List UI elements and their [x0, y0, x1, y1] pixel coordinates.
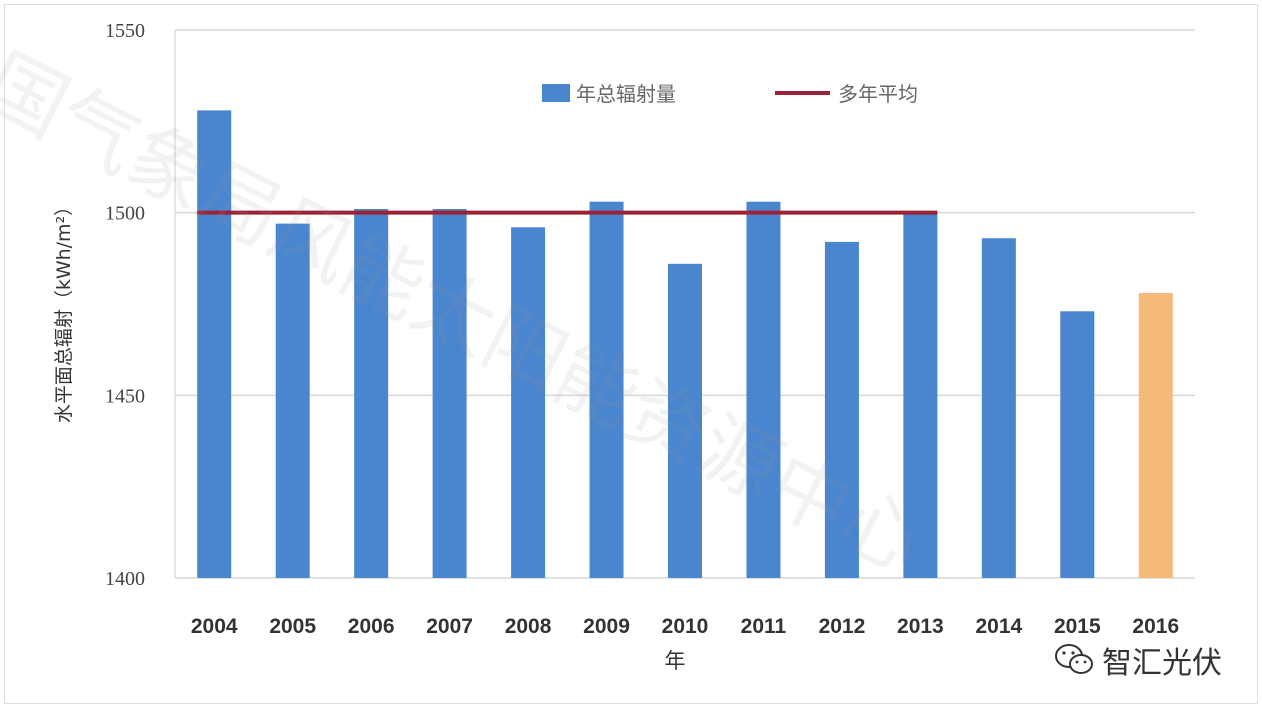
x-tick-label: 2006 — [348, 615, 395, 638]
y-tick-label: 1550 — [105, 20, 145, 42]
bar-2006 — [354, 209, 389, 578]
bar-2014 — [981, 238, 1016, 579]
wechat-icon — [1055, 644, 1093, 674]
legend-label-bars: 年总辐射量 — [576, 82, 676, 106]
x-tick-label: 2011 — [741, 615, 787, 638]
x-tick-label: 2012 — [819, 615, 866, 638]
bar-2016 — [1138, 293, 1173, 578]
x-tick-label: 2016 — [1132, 615, 1179, 638]
x-tick-label: 2013 — [897, 615, 944, 638]
bar-2011 — [746, 201, 781, 578]
x-tick-label: 2007 — [426, 615, 473, 638]
bar-2008 — [511, 227, 546, 578]
brand: 智汇光伏 — [1054, 638, 1222, 682]
bar-2005 — [275, 223, 310, 579]
x-tick-label: 2015 — [1054, 615, 1101, 638]
legend-label-average: 多年平均 — [838, 82, 918, 106]
x-tick-label: 2010 — [662, 615, 709, 638]
bar-2013 — [903, 212, 938, 578]
bar-2009 — [589, 201, 624, 578]
y-tick-label: 1500 — [105, 203, 145, 225]
bar-2010 — [668, 263, 702, 578]
x-tick-label: 2004 — [191, 615, 238, 638]
bar-2012 — [824, 241, 859, 579]
x-tick-label: 2009 — [583, 615, 630, 638]
bar-2007 — [432, 209, 467, 578]
x-tick-label: 2008 — [505, 615, 552, 638]
x-axis-label: 年 — [665, 649, 686, 673]
chart-frame — [4, 4, 1258, 704]
y-tick-label: 1450 — [105, 385, 145, 407]
legend-swatch-bars — [542, 84, 570, 102]
y-tick-label: 1400 — [105, 568, 145, 590]
bar-2015 — [1060, 311, 1095, 578]
y-axis-label: 水平面总辐射（kWh/m²） — [53, 197, 75, 423]
brand-text: 智汇光伏 — [1102, 646, 1222, 681]
x-tick-label: 2005 — [269, 615, 316, 638]
x-tick-label: 2014 — [975, 615, 1022, 638]
bar-2004 — [197, 110, 232, 578]
